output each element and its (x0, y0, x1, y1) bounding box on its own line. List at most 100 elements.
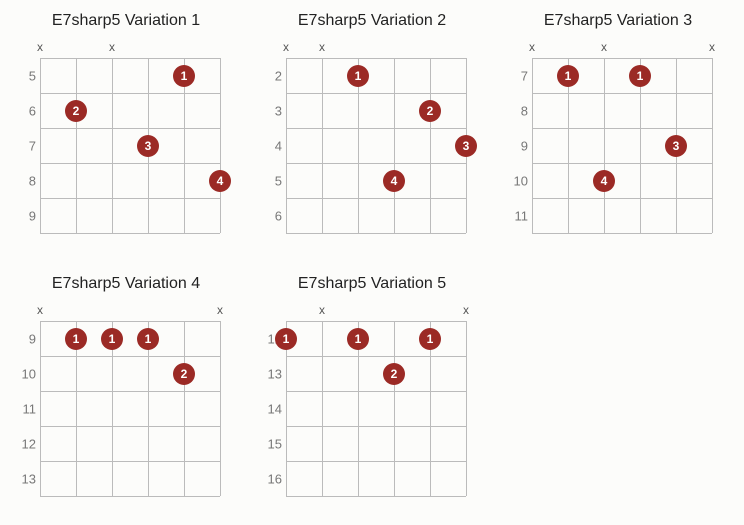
mute-row: xx (286, 303, 466, 317)
finger-dot: 1 (173, 65, 195, 87)
chord-diagram: E7sharp5 Variation 3xxx78910111134 (504, 12, 732, 245)
fret-line (40, 163, 220, 164)
fretboard: xx9101112131112 (40, 303, 240, 508)
fret-line (40, 496, 220, 497)
mute-row: xxx (532, 40, 712, 54)
fret-line (286, 496, 466, 497)
fret-line (286, 198, 466, 199)
fret-label: 11 (18, 401, 36, 416)
mute-marker: x (709, 40, 715, 54)
fret-label: 9 (18, 331, 36, 346)
fret-label: 5 (18, 68, 36, 83)
finger-dot: 1 (65, 328, 87, 350)
chord-title: E7sharp5 Variation 2 (258, 12, 486, 30)
fretboard-grid: 1112 (286, 321, 466, 496)
fret-line (286, 233, 466, 234)
finger-dot: 1 (419, 328, 441, 350)
fret-label: 10 (510, 173, 528, 188)
chord-title: E7sharp5 Variation 4 (12, 275, 240, 293)
fretboard: xx234561234 (286, 40, 486, 245)
fret-line (286, 93, 466, 94)
mute-row: xx (40, 40, 220, 54)
fret-label: 7 (510, 68, 528, 83)
fret-line (532, 198, 712, 199)
mute-marker: x (109, 40, 115, 54)
fret-line (532, 233, 712, 234)
chord-diagram: E7sharp5 Variation 5xx12131415161112 (258, 275, 486, 508)
chord-diagram: E7sharp5 Variation 4xx9101112131112 (12, 275, 240, 508)
fret-line (286, 426, 466, 427)
fret-line (40, 58, 220, 59)
string-line (532, 58, 533, 233)
chord-grid: E7sharp5 Variation 1xx567891234E7sharp5 … (12, 12, 732, 508)
fret-line (286, 128, 466, 129)
fretboard: xx12131415161112 (286, 303, 486, 508)
mute-marker: x (217, 303, 223, 317)
fret-line (532, 128, 712, 129)
string-line (112, 58, 113, 233)
finger-dot: 2 (383, 363, 405, 385)
finger-dot: 2 (173, 363, 195, 385)
chord-diagram: E7sharp5 Variation 2xx234561234 (258, 12, 486, 245)
fret-label: 13 (264, 366, 282, 381)
finger-dot: 2 (419, 100, 441, 122)
mute-row: xx (286, 40, 466, 54)
fret-label: 2 (264, 68, 282, 83)
finger-dot: 1 (101, 328, 123, 350)
fret-line (40, 233, 220, 234)
fret-line (40, 356, 220, 357)
finger-dot: 1 (629, 65, 651, 87)
string-line (184, 321, 185, 496)
finger-dot: 1 (347, 328, 369, 350)
finger-dot: 4 (593, 170, 615, 192)
fret-label: 9 (18, 208, 36, 223)
string-line (220, 321, 221, 496)
finger-dot: 3 (665, 135, 687, 157)
fretboard-grid: 1 1 3 4 (532, 58, 712, 233)
fret-label: 8 (510, 103, 528, 118)
finger-dot: 3 (455, 135, 477, 157)
finger-dot: 1 (137, 328, 159, 350)
fret-label: 7 (18, 138, 36, 153)
fret-line (532, 163, 712, 164)
finger-dot: 3 (137, 135, 159, 157)
string-line (322, 58, 323, 233)
fret-label: 6 (264, 208, 282, 223)
finger-dot: 2 (65, 100, 87, 122)
fret-label: 11 (510, 208, 528, 223)
fret-line (286, 461, 466, 462)
fret-label: 5 (264, 173, 282, 188)
string-line (604, 58, 605, 233)
fret-label: 8 (18, 173, 36, 188)
finger-dot: 1 (347, 65, 369, 87)
string-line (76, 58, 77, 233)
fret-line (286, 58, 466, 59)
string-line (220, 58, 221, 233)
fret-line (286, 321, 466, 322)
fret-label: 4 (264, 138, 282, 153)
mute-marker: x (37, 303, 43, 317)
fret-label: 3 (264, 103, 282, 118)
mute-marker: x (283, 40, 289, 54)
string-line (394, 58, 395, 233)
fret-label: 10 (18, 366, 36, 381)
fret-line (532, 58, 712, 59)
fretboard-grid: 1234 (286, 58, 466, 233)
fret-label: 15 (264, 436, 282, 451)
string-line (430, 58, 431, 233)
chord-diagram: E7sharp5 Variation 1xx567891234 (12, 12, 240, 245)
fret-line (286, 356, 466, 357)
fret-label: 14 (264, 401, 282, 416)
finger-dot: 1 (557, 65, 579, 87)
mute-row: xx (40, 303, 220, 317)
finger-dot: 1 (275, 328, 297, 350)
fretboard: xxx78910111134 (532, 40, 732, 245)
chord-title: E7sharp5 Variation 1 (12, 12, 240, 30)
fret-label: 6 (18, 103, 36, 118)
fret-line (286, 391, 466, 392)
fretboard-grid: 1112 (40, 321, 220, 496)
chord-title: E7sharp5 Variation 3 (504, 12, 732, 30)
fretboard-grid: 1234 (40, 58, 220, 233)
string-line (40, 321, 41, 496)
mute-marker: x (37, 40, 43, 54)
